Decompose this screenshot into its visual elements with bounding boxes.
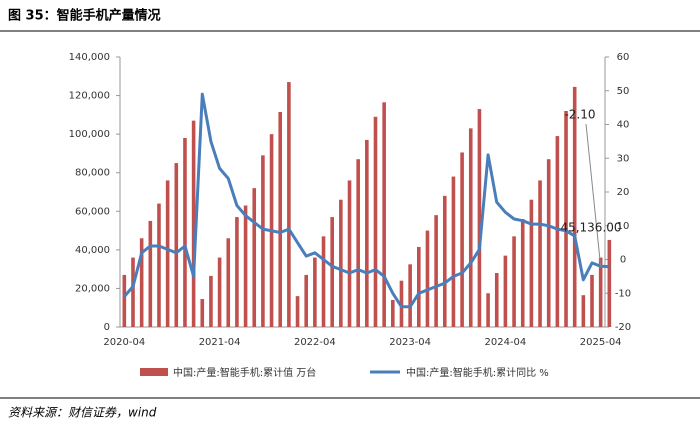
bar [442, 195, 447, 327]
bar [295, 296, 300, 327]
bar [590, 274, 594, 327]
bar [572, 86, 577, 328]
bar [347, 180, 352, 327]
bar [382, 102, 386, 327]
source: 资料来源：财信证券，wind [8, 406, 157, 420]
y-tick-label: 60,000 [75, 206, 110, 217]
bar [546, 159, 551, 327]
bar [477, 109, 482, 327]
bar [165, 180, 170, 327]
bar [373, 116, 378, 328]
annotation-leader [585, 123, 602, 267]
bar [555, 136, 560, 327]
annotation: -2.10 [564, 108, 595, 122]
bar [139, 238, 144, 327]
bar [598, 257, 603, 327]
bar [581, 295, 586, 327]
legend-swatch [140, 368, 168, 376]
bar [434, 215, 438, 327]
bar [512, 236, 516, 327]
bar [278, 111, 283, 327]
x-tick-label: 2023-04 [389, 337, 431, 348]
y-tick-label: 100,000 [69, 129, 110, 140]
bar [226, 238, 231, 327]
legend-label: 中国:产量:智能手机:累计同比 % [406, 366, 549, 379]
bar [209, 275, 213, 327]
bar [261, 155, 265, 327]
x-tick-label: 2022-04 [294, 337, 336, 348]
bar [451, 176, 456, 327]
y2-tick-label: 60 [617, 52, 630, 63]
bar [235, 217, 239, 327]
x-tick-label: 2021-04 [199, 337, 241, 348]
x-tick-label: 2024-04 [485, 337, 527, 348]
bar [425, 230, 430, 327]
bar [391, 300, 395, 327]
bar [321, 236, 326, 327]
bar [131, 257, 135, 327]
bar [529, 199, 534, 327]
bar [486, 293, 490, 327]
bar [200, 299, 205, 327]
chart-title: 图 35：智能手机产量情况 [8, 8, 161, 24]
bar [304, 274, 309, 327]
bar [520, 219, 525, 327]
x-tick-label: 2020-04 [103, 337, 145, 348]
bar [183, 138, 187, 327]
y-tick-label: 140,000 [69, 52, 110, 63]
bar [287, 82, 291, 327]
bar [503, 255, 508, 327]
y2-tick-label: 50 [617, 86, 630, 97]
bar [408, 264, 412, 327]
bar [460, 152, 464, 327]
bar [564, 111, 568, 327]
y-tick-label: 0 [104, 322, 110, 333]
x-tick-label: 2025-04 [580, 337, 622, 348]
bar [252, 188, 257, 327]
bar [148, 220, 153, 327]
bar [157, 203, 161, 327]
bar [365, 139, 369, 327]
annotation: 45,136.00 [560, 221, 621, 235]
bar [243, 205, 248, 327]
bar [399, 280, 404, 327]
bar [122, 274, 127, 327]
y-tick-label: 80,000 [75, 168, 110, 179]
y-tick-label: 40,000 [75, 245, 110, 256]
bar [174, 163, 179, 327]
y-tick-label: 20,000 [75, 283, 110, 294]
y2-tick-label: 30 [617, 153, 630, 164]
y2-tick-label: 10 [617, 221, 630, 232]
bar [538, 180, 542, 327]
y2-tick-label: 20 [617, 187, 630, 198]
bar [607, 239, 612, 327]
bar [217, 257, 222, 327]
y2-tick-label: 0 [620, 255, 626, 266]
y2-tick-label: 40 [617, 120, 630, 131]
y2-tick-label: -10 [615, 288, 631, 299]
bar [494, 273, 499, 327]
bar [313, 257, 317, 327]
y-tick-label: 120,000 [69, 91, 110, 102]
bar [416, 246, 421, 327]
bar [356, 159, 360, 327]
bar [330, 217, 334, 327]
legend-label: 中国:产量:智能手机:累计值 万台 [173, 366, 316, 379]
line [123, 92, 610, 309]
bar [191, 120, 196, 328]
y2-tick-label: -20 [615, 322, 631, 333]
bar [468, 128, 473, 327]
bar [339, 199, 343, 327]
